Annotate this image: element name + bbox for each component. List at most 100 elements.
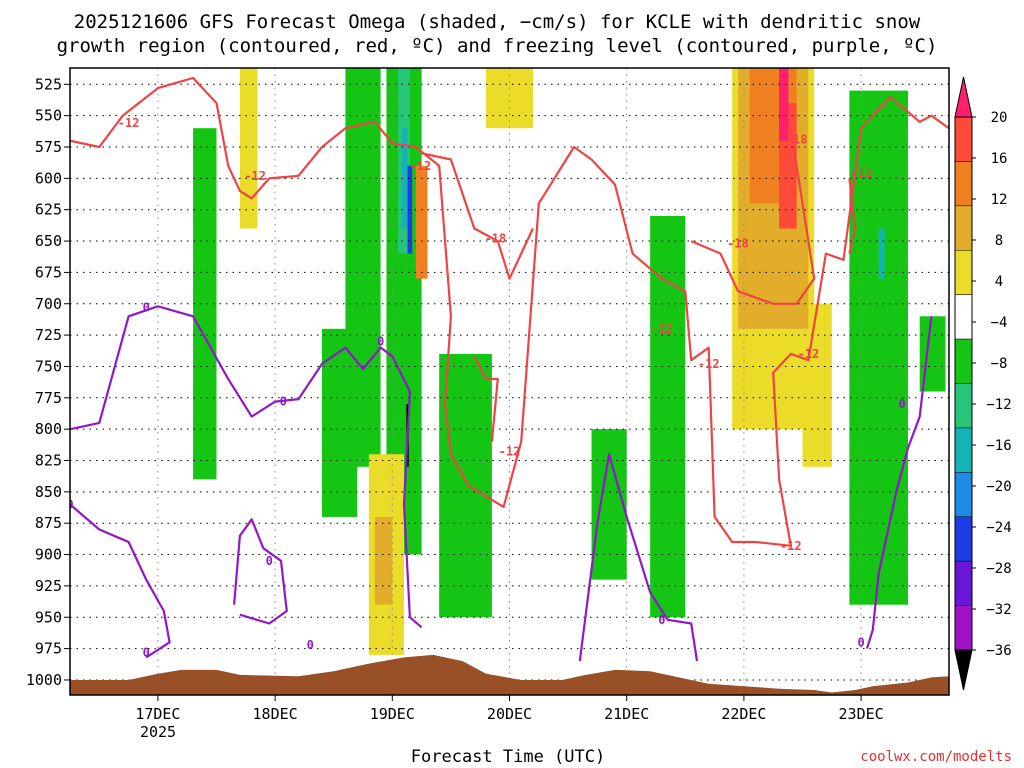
x-year-label: 2025 [140,723,176,741]
colorbar: 20 16 12 8 4 −4 −8 −12 −16 −20 −24 −28 −32 −36 [954,76,1012,691]
freezing-contour-label-2: 0 [377,334,384,348]
y-tick-label-1000: 1000 [26,671,62,689]
colorbar-swatch-5 [954,294,973,340]
dgz-contour-label-7: -12 [780,539,802,553]
dgz-contour-label-6: -12 [499,445,521,459]
colorbar-label-5: −4 [991,315,1008,331]
freezing-contour-line-7 [578,453,699,662]
omega-region-4 [439,353,492,618]
y-tick-label-575: 575 [35,138,62,156]
dgz-contour-line-0 [70,76,949,547]
y-axis: 525 550 575 600 625 650 675 700 725 750 775 800 825 8… [26,75,70,689]
x-tick-label-19DEC: 19DEC [370,705,415,723]
colorbar-swatch-8 [954,427,973,473]
y-tick-label-775: 775 [35,389,62,407]
colorbar-label-2: 12 [991,192,1008,208]
x-axis: 17DEC 18DEC 19DEC 20DEC 21DEC 22DEC 23DEC [135,695,884,723]
y-tick-label-675: 675 [35,263,62,281]
omega-region-19 [374,516,393,605]
contours: -12 -12 -12 -12 -12 -12 -12 -12 -12 -18 -18 -18 0 0 0 0… [66,76,949,662]
omega-region-11 [878,228,885,279]
omega-region-2 [345,68,381,467]
terrain-fill [70,654,949,695]
freezing-contour-label-9: 0 [857,635,864,649]
freezing-contour-label-4: 0 [143,645,150,659]
dgz-contour-line-9 [421,152,534,280]
x-tick-label-21DEC: 21DEC [604,705,649,723]
chart-title-line-1: 2025121606 GFS Forecast Omega (shaded, −… [74,11,921,33]
credit-text: coolwx.com/modelts [860,749,1012,765]
freezing-contour-line-8 [865,316,933,649]
dgz-contour-line-1 [473,355,499,442]
colorbar-swatch-11 [954,560,973,606]
colorbar-swatch-9 [954,472,973,518]
colorbar-top-triangle [954,76,973,118]
colorbar-swatch-1 [954,116,973,162]
x-axis-label: Forecast Time (UTC) [411,747,605,767]
colorbar-label-8: −16 [986,438,1011,454]
colorbar-bottom-triangle [954,649,973,691]
omega-region-7 [849,90,908,605]
colorbar-swatch-6 [954,338,973,384]
omega-region-18 [802,303,832,467]
y-tick-label-875: 875 [35,514,62,532]
omega-region-12 [407,165,413,254]
colorbar-swatch-2 [954,161,973,207]
colorbar-label-4: 4 [995,274,1003,290]
colorbar-label-6: −8 [991,356,1008,372]
omega-region-0 [193,128,217,480]
y-tick-label-625: 625 [35,201,62,219]
y-tick-label-800: 800 [35,420,62,438]
colorbar-label-10: −24 [986,520,1011,536]
y-tick-label-975: 975 [35,640,62,658]
y-tick-label-750: 750 [35,357,62,375]
dgz-contour-label-0: -12 [118,116,140,130]
colorbar-label-1: 16 [991,151,1008,167]
colorbar-swatch-7 [954,383,973,429]
colorbar-label-3: 8 [995,233,1003,249]
freezing-contour-label-5: 0 [266,554,273,568]
plot-area: -12 -12 -12 -12 -12 -12 -12 -12 -12 -18 -18 -18 0 0 0 0… [66,67,950,696]
colorbar-label-11: −28 [986,561,1011,577]
colorbar-swatch-4 [954,250,973,295]
y-tick-label-525: 525 [35,75,62,93]
omega-region-21 [415,165,428,279]
colorbar-label-7: −12 [986,397,1011,413]
freezing-contour-line-5 [233,518,288,625]
dgz-contour-label-2: -12 [850,166,872,180]
x-tick-label-20DEC: 20DEC [487,705,532,723]
omega-region-10 [401,128,408,229]
colorbar-swatch-3 [954,205,973,251]
chart-title-line-2: growth region (contoured, red, ºC) and f… [57,35,938,57]
colorbar-swatch-12 [954,605,973,651]
freezing-contour-label-3: 0 [66,497,73,511]
dgz-contour-line-2 [848,178,857,254]
dgz-contour-label-4: -12 [698,357,720,371]
colorbar-label-12: −32 [986,602,1011,618]
x-tick-label-18DEC: 18DEC [253,705,298,723]
colorbar-label-13: −36 [986,643,1011,659]
freezing-contour-label-6: 0 [307,638,314,652]
y-tick-label-825: 825 [35,452,62,470]
terrain [70,654,949,695]
freezing-contour-label-7: 0 [658,613,665,627]
dgz-contour-label-1: -12 [244,169,266,183]
y-tick-label-600: 600 [35,169,62,187]
freezing-contour-label-1: 0 [280,395,287,409]
dgz-contour-label-9: -18 [485,232,507,246]
y-tick-label-650: 650 [35,232,62,250]
dgz-contour-label-10: -18 [727,237,749,251]
colorbar-frame [954,116,973,651]
x-tick-label-23DEC: 23DEC [839,705,884,723]
omega-shading [193,68,946,655]
omega-region-5 [591,429,627,580]
omega-region-24 [779,68,789,141]
omega-region-16 [486,68,533,129]
y-tick-label-700: 700 [35,295,62,313]
omega-region-6 [650,215,686,618]
omega-region-14 [239,68,258,229]
colorbar-label-9: −20 [986,479,1011,495]
freezing-contour-line-0 [70,305,423,629]
freezing-contour-label-8: 0 [899,397,906,411]
